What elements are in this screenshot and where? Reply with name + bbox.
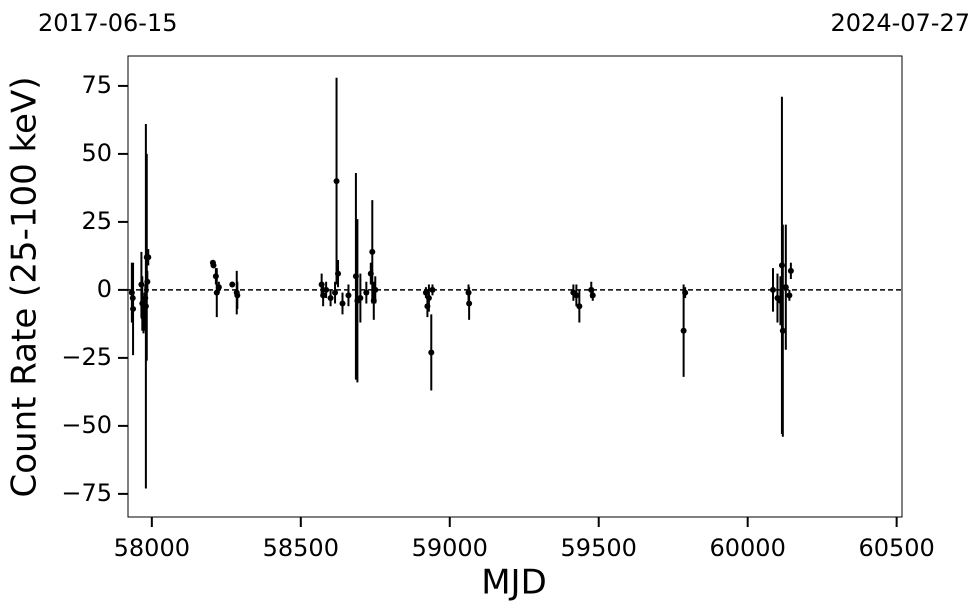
point <box>215 284 222 291</box>
x-tick-label: 59500 <box>561 534 637 562</box>
y-tick-label: −25 <box>61 343 112 371</box>
point <box>323 286 330 293</box>
point <box>210 262 217 269</box>
point <box>234 292 241 299</box>
point <box>770 286 776 293</box>
x-tick-label: 60000 <box>709 534 785 562</box>
y-tick-label: 25 <box>81 207 112 235</box>
point <box>332 289 339 296</box>
point <box>779 327 786 334</box>
end-date: 2024-07-27 <box>831 9 970 37</box>
point <box>576 303 583 310</box>
x-tick-label: 60500 <box>858 534 934 562</box>
point <box>357 295 364 302</box>
y-tick-label: 50 <box>81 139 112 167</box>
point <box>339 300 346 307</box>
point <box>327 295 334 302</box>
point <box>425 295 432 302</box>
point <box>589 292 596 299</box>
point <box>428 349 435 356</box>
point <box>345 292 352 299</box>
y-tick-label: −75 <box>61 479 112 507</box>
point <box>372 286 379 293</box>
x-axis-label: MJD <box>481 563 547 603</box>
point <box>144 278 151 285</box>
point <box>320 292 327 299</box>
plot-frame <box>127 55 903 518</box>
y-tick-label: 75 <box>81 71 112 99</box>
point <box>369 248 376 255</box>
x-tick-label: 58500 <box>263 534 339 562</box>
point <box>333 178 340 185</box>
y-tick-label: −50 <box>61 411 112 439</box>
point <box>145 254 152 261</box>
point <box>682 289 689 296</box>
point <box>573 292 580 299</box>
point <box>335 270 342 277</box>
point <box>466 300 473 307</box>
point <box>363 289 370 296</box>
start-date: 2017-06-15 <box>38 9 177 37</box>
y-tick-label: 0 <box>97 275 112 303</box>
point <box>229 281 236 288</box>
point <box>787 267 794 274</box>
point <box>782 284 789 291</box>
x-tick-label: 59000 <box>412 534 488 562</box>
point <box>422 289 429 296</box>
x-tick-label: 58000 <box>114 534 190 562</box>
point <box>786 292 793 299</box>
point <box>130 305 137 312</box>
point <box>680 327 687 334</box>
y-axis-label: Count Rate (25-100 keV) <box>5 77 45 498</box>
point <box>429 286 436 293</box>
